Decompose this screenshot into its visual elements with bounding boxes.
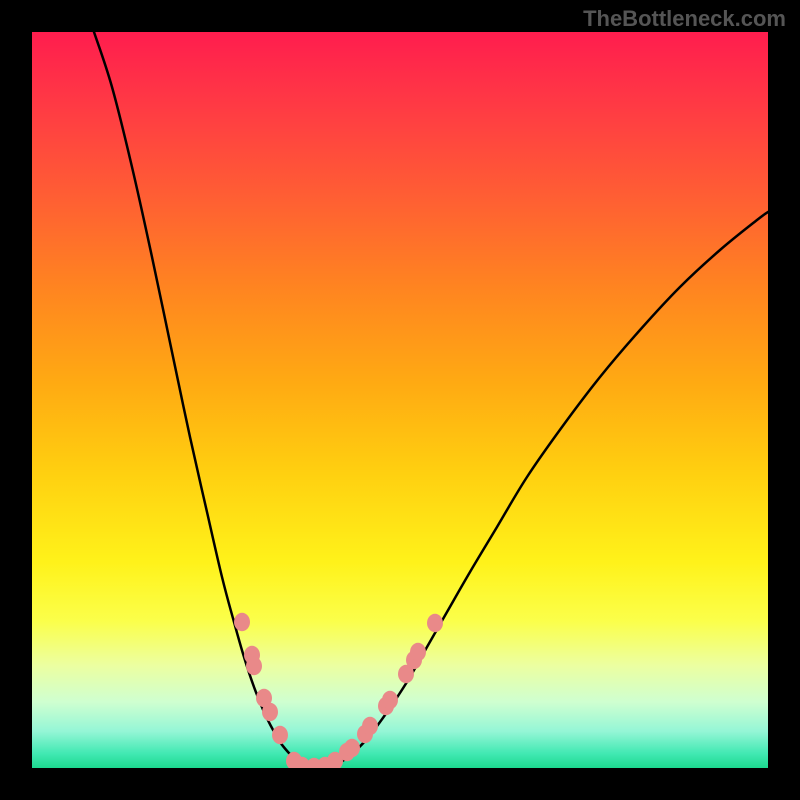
data-dot: [234, 613, 250, 631]
data-dot: [427, 614, 443, 632]
plot-area: [32, 32, 768, 768]
curve-layer: [32, 32, 768, 768]
v-curve: [94, 32, 768, 768]
data-dot: [410, 643, 426, 661]
data-dot: [344, 739, 360, 757]
data-dot: [382, 691, 398, 709]
data-dots: [234, 613, 443, 768]
data-dot: [272, 726, 288, 744]
data-dot: [246, 657, 262, 675]
data-dot: [262, 703, 278, 721]
watermark-text: TheBottleneck.com: [583, 6, 786, 32]
data-dot: [362, 717, 378, 735]
